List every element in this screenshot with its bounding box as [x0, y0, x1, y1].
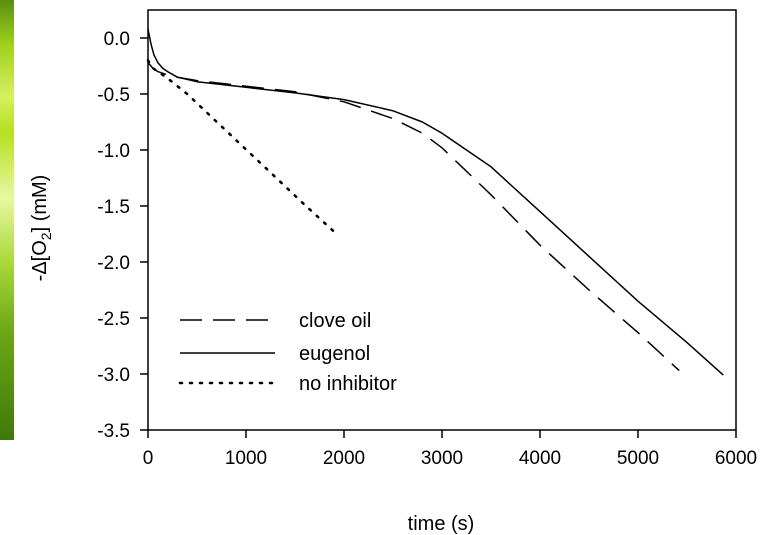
y-tick-label: -1.0 — [97, 141, 130, 162]
y-tick-label: -0.5 — [97, 85, 130, 106]
y-tick-label: 0.0 — [104, 29, 130, 50]
series-line-eugenol — [147, 28, 724, 376]
series-line-clove-oil — [147, 62, 680, 372]
y-tick-label: -1.5 — [97, 197, 130, 218]
legend-label-eugenol: eugenol — [299, 343, 370, 365]
y-tick-label: -3.0 — [97, 365, 130, 386]
y-tick-label: -2.0 — [97, 253, 130, 274]
x-tick-label: 0 — [143, 448, 154, 469]
y-axis-ticks: 0.0 -0.5 -1.0 -1.5 -2.0 -2.5 -3.0 -3.5 — [97, 29, 148, 442]
x-tick-label: 4000 — [519, 448, 561, 469]
plot-area-frame — [147, 9, 737, 431]
x-tick-label: 2000 — [323, 448, 365, 469]
x-axis-ticks: 0 1000 2000 3000 4000 5000 6000 — [143, 430, 757, 469]
series-group — [146, 28, 724, 376]
y-tick-label: -3.5 — [97, 421, 130, 442]
x-tick-label: 1000 — [225, 448, 267, 469]
green-side-strip — [0, 0, 14, 440]
legend-label-clove-oil: clove oil — [299, 310, 371, 332]
y-axis-title: -Δ[O2] (mM) — [29, 175, 54, 282]
series-line-no-inhibitor — [146, 59, 336, 234]
y-axis-title-end: ] (mM) — [29, 175, 51, 233]
y-tick-label: -2.5 — [97, 309, 130, 330]
x-tick-label: 5000 — [617, 448, 659, 469]
x-axis-title: time (s) — [408, 513, 475, 535]
x-tick-label: 6000 — [715, 448, 757, 469]
x-tick-label: 3000 — [421, 448, 463, 469]
y-axis-title-subscript: 2 — [38, 232, 54, 240]
legend-label-no-inhibitor: no inhibitor — [299, 373, 397, 395]
legend: clove oil eugenol no inhibitor — [178, 310, 397, 395]
y-axis-title-main: -Δ[O — [29, 240, 51, 281]
